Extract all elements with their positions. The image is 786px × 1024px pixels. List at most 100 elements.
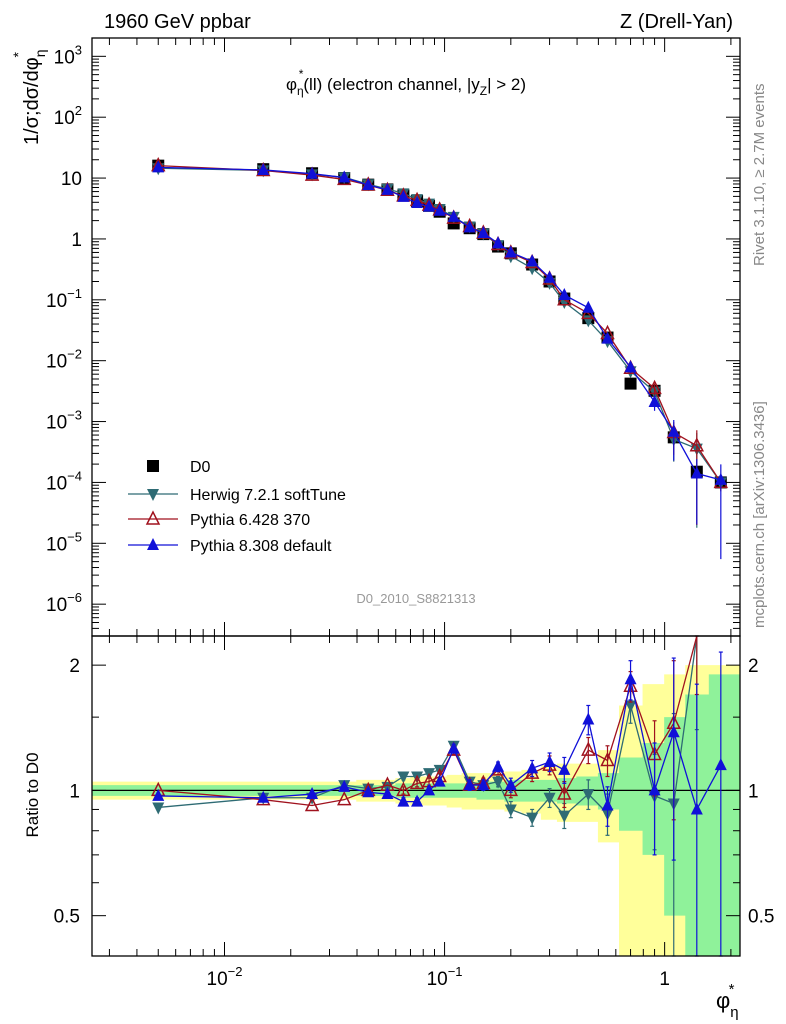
y-tick-label: 10−5 <box>46 529 82 555</box>
data-point <box>257 162 270 175</box>
ratio-point <box>558 762 571 775</box>
ratio-point <box>381 787 394 800</box>
ratio-point <box>257 790 270 803</box>
data-point <box>338 170 351 183</box>
ratio-point <box>304 796 320 812</box>
legend-marker <box>147 489 159 501</box>
ratio-point <box>433 774 446 787</box>
legend-label: Herwig 7.2.1 softTune <box>190 487 346 504</box>
y-tick-label: 102 <box>54 103 82 129</box>
ratio-tick-label: 0.5 <box>54 907 80 928</box>
ratio-point <box>362 785 375 798</box>
data-point <box>601 331 614 344</box>
ratio-tick-label-right: 2 <box>748 656 759 677</box>
y-tick-label: 10−1 <box>46 286 82 312</box>
ratio-point <box>306 787 319 800</box>
y-tick-label: 10 <box>61 169 82 190</box>
ratio-point <box>504 804 517 817</box>
ratio-point <box>411 794 424 807</box>
ratio-point <box>152 802 165 815</box>
data-point <box>492 236 505 249</box>
legend-label: Pythia 6.428 370 <box>190 512 310 529</box>
y-tick-label: 10−2 <box>46 347 82 373</box>
x-tick-label: 10−2 <box>207 964 243 990</box>
ratio-point <box>543 792 556 805</box>
legend-marker <box>147 538 159 550</box>
ratio-panel <box>151 635 727 957</box>
legend-marker <box>145 510 161 525</box>
legend: D0 Herwig 7.2.1 softTune Pythia 6.428 370 P… <box>128 459 346 555</box>
data-point <box>624 360 637 373</box>
ratio-point <box>667 725 680 738</box>
legend-label: D0 <box>190 459 211 476</box>
legend-marker <box>147 460 159 472</box>
data-point <box>306 166 319 179</box>
data-point <box>526 254 539 267</box>
data-point <box>447 209 460 222</box>
legend-label: Pythia 8.308 default <box>190 538 332 555</box>
series-3 <box>152 160 727 560</box>
y-tick-label: 103 <box>54 42 82 68</box>
ratio-point <box>423 783 436 796</box>
analysis-watermark: D0_2010_S8821313 <box>356 591 475 606</box>
ratio-point <box>714 758 727 771</box>
ratio-tick-label: 2 <box>69 656 80 677</box>
data-point <box>152 160 165 173</box>
ratio-point <box>557 785 572 800</box>
data-point <box>648 394 661 407</box>
mcplots-label: mcplots.cern.ch [arXiv:1306.3436] <box>751 401 768 628</box>
main-panel <box>151 156 729 560</box>
ratio-point <box>152 788 165 801</box>
ratio-uncertainty-bands <box>92 665 740 956</box>
data-point <box>647 379 662 395</box>
ratio-point <box>582 712 595 725</box>
data-point <box>689 437 705 452</box>
data-point <box>624 377 637 390</box>
y-tick-label: 10−3 <box>46 408 82 434</box>
ratio-line <box>158 635 698 819</box>
data-point <box>397 189 410 202</box>
data-point <box>381 182 394 195</box>
data-point <box>558 287 571 300</box>
ratio-tick-label: 1 <box>69 781 80 802</box>
ratio-point <box>338 779 351 792</box>
ratio-point <box>397 771 410 784</box>
ratio-point <box>581 741 596 756</box>
ratio-frame <box>91 635 741 957</box>
ratio-point <box>690 802 703 815</box>
y-tick-label: 10−6 <box>46 590 82 616</box>
plot-title: φη*(ll) (electron channel, |yZ| > 2) <box>286 67 526 98</box>
header-energy-label: 1960 GeV ppbar <box>104 11 251 33</box>
ratio-point <box>463 778 476 791</box>
ratio-point <box>648 783 661 796</box>
ratio-point <box>492 759 505 772</box>
data-point <box>543 270 556 283</box>
ratio-point <box>504 778 517 791</box>
data-point <box>362 177 375 190</box>
data-point <box>690 466 703 479</box>
x-tick-label: 1 <box>659 969 670 990</box>
ratio-point <box>447 741 460 754</box>
ratio-point <box>601 798 614 811</box>
data-point <box>714 472 727 485</box>
data-point <box>423 199 436 212</box>
x-axis-label: φη* <box>716 981 739 1021</box>
data-point <box>582 300 595 313</box>
y-tick-label: 10−4 <box>46 468 82 494</box>
ratio-point <box>543 755 556 768</box>
ratio-point <box>582 789 595 802</box>
ratio-tick-label-right: 0.5 <box>748 907 774 928</box>
data-point <box>411 195 424 208</box>
data-point <box>433 203 446 216</box>
ratio-point <box>409 774 425 790</box>
y-axis-label: 1/σ;dσ/dφη* <box>10 50 48 146</box>
data-point <box>504 245 517 258</box>
ratio-point <box>337 791 352 806</box>
x-tick-label: 10−1 <box>427 964 463 990</box>
data-point <box>477 226 490 239</box>
header-process-label: Z (Drell-Yan) <box>620 11 733 33</box>
axes: 10−2 10−1 1 10−6 10−5 10−4 10−3 10−2 10−1 1 10 102 1… <box>46 37 774 990</box>
data-point <box>667 424 680 437</box>
ratio-point <box>526 761 539 774</box>
